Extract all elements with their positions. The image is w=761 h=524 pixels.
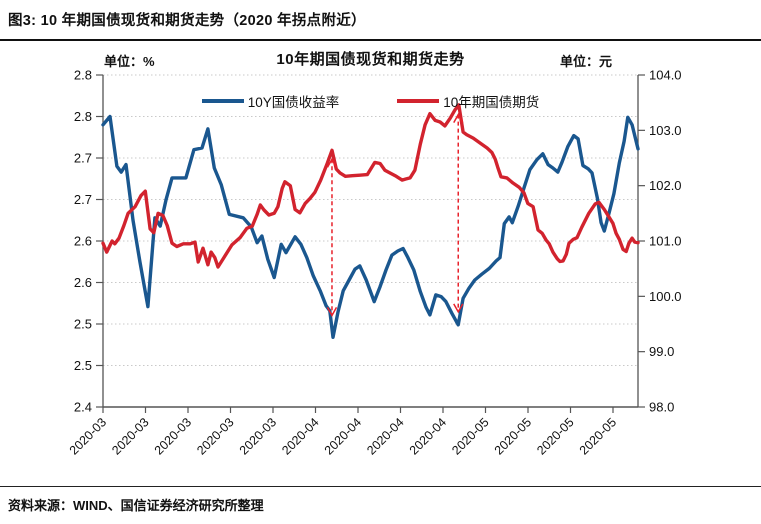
spot-yield-line xyxy=(101,114,640,339)
svg-text:2020-03: 2020-03 xyxy=(67,415,109,457)
svg-text:98.0: 98.0 xyxy=(649,400,674,415)
svg-text:2.5: 2.5 xyxy=(74,358,92,373)
svg-text:2020-03: 2020-03 xyxy=(237,415,279,457)
svg-text:2.7: 2.7 xyxy=(74,192,92,207)
source-note-row: 资料来源：WIND、国信证券经济研究所整理 xyxy=(0,486,761,514)
svg-text:2.5: 2.5 xyxy=(74,317,92,332)
source-note: 资料来源：WIND、国信证券经济研究所整理 xyxy=(8,498,264,513)
svg-text:2020-05: 2020-05 xyxy=(449,415,491,457)
svg-text:2020-03: 2020-03 xyxy=(194,415,236,457)
legend-item-spot-yield: 10Y国债收益率 xyxy=(201,91,340,111)
left-axis-unit-label: 单位：% xyxy=(104,54,155,69)
svg-text:2020-03: 2020-03 xyxy=(109,415,151,457)
chart-legend: 10Y国债收益率 10年期国债期货 xyxy=(103,91,638,111)
svg-text:2020-04: 2020-04 xyxy=(322,415,364,457)
blue-line-swatch-icon xyxy=(201,99,244,103)
title-underline xyxy=(0,39,761,41)
right-axis-labels: 104.0 103.0 102.0 101.0 100.0 99.0 98.0 xyxy=(638,68,682,415)
svg-text:2.8: 2.8 xyxy=(74,109,92,124)
right-axis-unit-label: 单位：元 xyxy=(560,54,613,69)
dual-axis-line-chart: 2.8 2.8 2.7 2.7 2.6 2.6 2.5 2.5 2.4 104.0 103.0 102… xyxy=(67,68,682,458)
red-line-swatch-icon xyxy=(397,99,440,103)
chart-title: 10年期国债现货和期货走势 xyxy=(276,51,465,68)
svg-text:101.0: 101.0 xyxy=(649,234,682,249)
svg-text:103.0: 103.0 xyxy=(649,123,682,138)
svg-text:99.0: 99.0 xyxy=(649,344,674,359)
left-axis-labels: 2.8 2.8 2.7 2.7 2.6 2.6 2.5 2.5 2.4 xyxy=(74,68,103,415)
svg-text:2020-05: 2020-05 xyxy=(577,415,619,457)
svg-text:2020-04: 2020-04 xyxy=(407,415,449,457)
svg-text:2020-03: 2020-03 xyxy=(152,415,194,457)
svg-text:102.0: 102.0 xyxy=(649,178,682,193)
gridlines xyxy=(103,74,638,366)
svg-text:2020-05: 2020-05 xyxy=(492,415,534,457)
svg-text:2.4: 2.4 xyxy=(74,400,92,415)
svg-text:2020-04: 2020-04 xyxy=(364,415,406,457)
svg-text:2020-05: 2020-05 xyxy=(534,415,576,457)
chart-area: 单位：% 10年期国债现货和期货走势 单位：元 2.8 2.8 2.7 2.7 2.6 2… xyxy=(0,45,761,475)
figure-title: 图3: 10 年期国债现货和期货走势（2020 年拐点附近） xyxy=(8,13,366,29)
futures-price-line xyxy=(101,103,640,269)
legend-label-futures: 10年期国债期货 xyxy=(443,95,540,110)
divergence-arrow-1 xyxy=(326,157,338,317)
svg-text:2.7: 2.7 xyxy=(74,151,92,166)
legend-label-spot-yield: 10Y国债收益率 xyxy=(247,95,340,110)
x-axis-labels: 2020-03 2020-03 2020-03 2020-03 2020-03 2020-… xyxy=(67,407,619,458)
svg-text:2020-04: 2020-04 xyxy=(279,415,321,457)
svg-text:2.6: 2.6 xyxy=(74,275,92,290)
svg-text:2.6: 2.6 xyxy=(74,234,92,249)
svg-text:2.8: 2.8 xyxy=(74,68,92,83)
svg-text:104.0: 104.0 xyxy=(649,68,682,83)
svg-text:100.0: 100.0 xyxy=(649,289,682,304)
divergence-arrow-2 xyxy=(453,113,464,314)
legend-item-futures: 10年期国债期货 xyxy=(397,91,539,111)
